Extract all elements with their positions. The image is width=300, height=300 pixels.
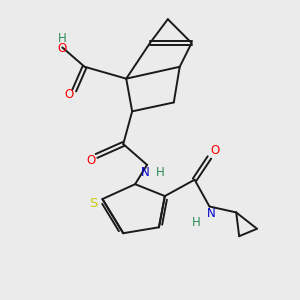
- Text: N: N: [207, 207, 215, 220]
- Text: N: N: [141, 166, 150, 179]
- Text: H: H: [58, 32, 67, 45]
- Text: O: O: [211, 143, 220, 157]
- Text: S: S: [89, 197, 98, 210]
- Text: O: O: [64, 88, 74, 100]
- Text: H: H: [192, 216, 200, 229]
- Text: O: O: [58, 42, 67, 55]
- Text: O: O: [86, 154, 95, 167]
- Text: H: H: [156, 166, 165, 179]
